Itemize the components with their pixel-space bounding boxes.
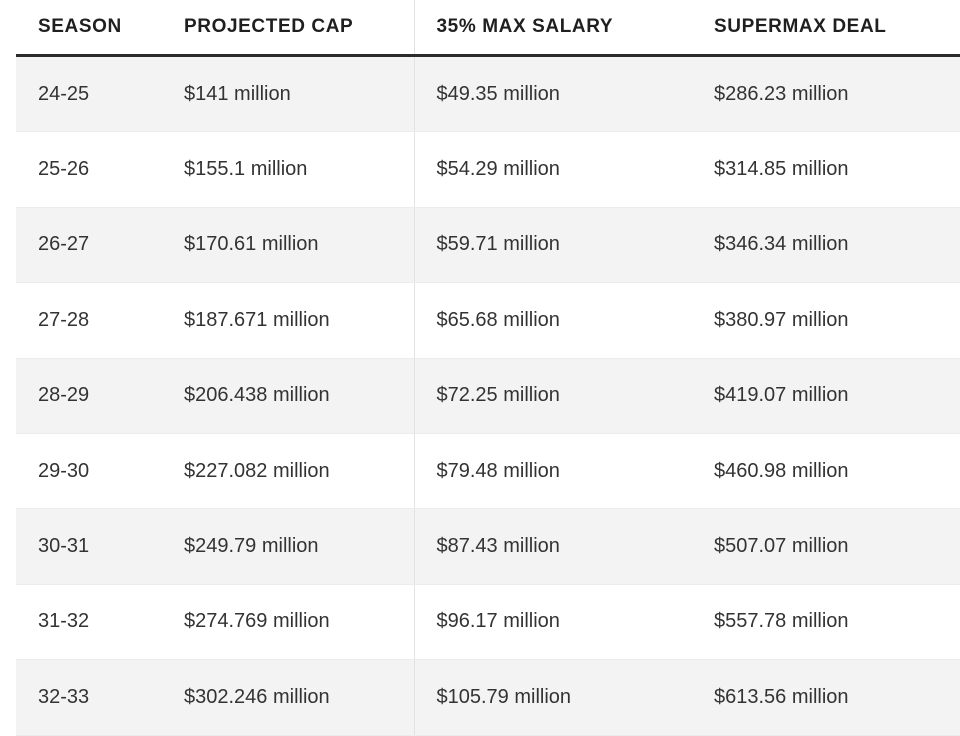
cell-projected-cap: $170.61 million	[162, 207, 414, 284]
cell-projected-cap: $227.082 million	[162, 433, 414, 510]
cell-season: 25-26	[16, 131, 162, 208]
cell-supermax-deal: $346.34 million	[692, 207, 960, 284]
cell-season: 27-28	[16, 282, 162, 359]
table-row: 32-33 $302.246 million $105.79 million $…	[16, 659, 960, 736]
cell-supermax-deal: $286.23 million	[692, 55, 960, 133]
cell-season: 24-25	[16, 55, 162, 133]
table-row: 29-30 $227.082 million $79.48 million $4…	[16, 433, 960, 510]
cell-supermax-deal: $613.56 million	[692, 659, 960, 736]
column-header-projected-cap: PROJECTED CAP	[162, 0, 414, 57]
cell-season: 26-27	[16, 207, 162, 284]
cell-projected-cap: $274.769 million	[162, 584, 414, 661]
cell-supermax-deal: $557.78 million	[692, 584, 960, 661]
cell-season: 28-29	[16, 358, 162, 434]
header-row: SEASON PROJECTED CAP 35% MAX SALARY SUPE…	[16, 0, 960, 57]
cell-max-salary: $72.25 million	[413, 358, 692, 434]
table-row: 25-26 $155.1 million $54.29 million $314…	[16, 131, 960, 208]
cell-projected-cap: $155.1 million	[162, 131, 414, 208]
table-row: 26-27 $170.61 million $59.71 million $34…	[16, 207, 960, 284]
cell-projected-cap: $249.79 million	[162, 508, 414, 585]
cell-max-salary: $49.35 million	[413, 55, 692, 133]
table-row: 28-29 $206.438 million $72.25 million $4…	[16, 358, 960, 434]
cell-max-salary: $105.79 million	[413, 659, 692, 736]
cell-season: 29-30	[16, 433, 162, 510]
column-header-supermax-deal: SUPERMAX DEAL	[692, 0, 960, 57]
cell-projected-cap: $302.246 million	[162, 659, 414, 736]
salary-cap-table-container: SEASON PROJECTED CAP 35% MAX SALARY SUPE…	[16, 0, 960, 736]
cell-max-salary: $87.43 million	[413, 508, 692, 585]
cell-projected-cap: $141 million	[162, 55, 414, 133]
cell-projected-cap: $206.438 million	[162, 358, 414, 434]
salary-cap-table: SEASON PROJECTED CAP 35% MAX SALARY SUPE…	[16, 0, 960, 736]
cell-supermax-deal: $507.07 million	[692, 508, 960, 585]
cell-max-salary: $54.29 million	[413, 131, 692, 208]
cell-max-salary: $65.68 million	[413, 282, 692, 359]
column-header-season: SEASON	[16, 0, 162, 57]
cell-supermax-deal: $460.98 million	[692, 433, 960, 510]
cell-supermax-deal: $419.07 million	[692, 358, 960, 434]
table-header: SEASON PROJECTED CAP 35% MAX SALARY SUPE…	[16, 0, 960, 57]
cell-season: 32-33	[16, 659, 162, 736]
table-row: 31-32 $274.769 million $96.17 million $5…	[16, 584, 960, 661]
cell-supermax-deal: $380.97 million	[692, 282, 960, 359]
cell-season: 30-31	[16, 508, 162, 585]
column-header-max-salary: 35% MAX SALARY	[413, 0, 692, 57]
cell-projected-cap: $187.671 million	[162, 282, 414, 359]
table-row: 24-25 $141 million $49.35 million $286.2…	[16, 55, 960, 133]
cell-max-salary: $59.71 million	[413, 207, 692, 284]
cell-max-salary: $96.17 million	[413, 584, 692, 661]
table-body: 24-25 $141 million $49.35 million $286.2…	[16, 55, 960, 736]
table-row: 30-31 $249.79 million $87.43 million $50…	[16, 508, 960, 585]
cell-max-salary: $79.48 million	[413, 433, 692, 510]
table-row: 27-28 $187.671 million $65.68 million $3…	[16, 282, 960, 359]
cell-supermax-deal: $314.85 million	[692, 131, 960, 208]
cell-season: 31-32	[16, 584, 162, 661]
